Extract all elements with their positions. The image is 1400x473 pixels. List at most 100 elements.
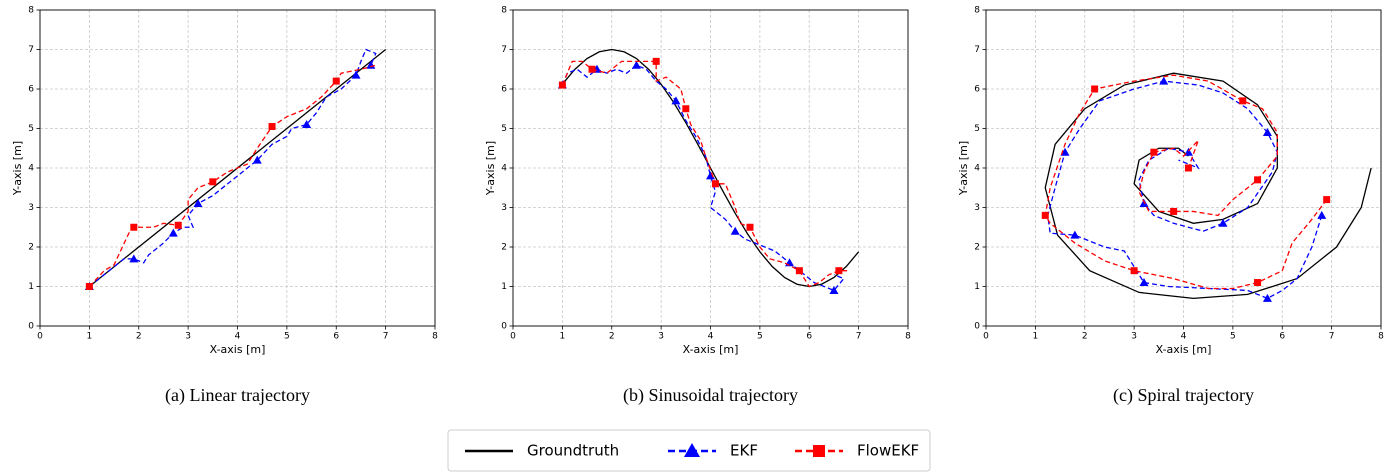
marker [1091, 85, 1099, 93]
y-tick-label: 4 [28, 164, 34, 174]
marker [1262, 293, 1272, 302]
axes-frame [39, 9, 436, 327]
x-tick-label: 6 [333, 332, 339, 342]
marker [130, 223, 138, 231]
marker [1130, 267, 1138, 275]
marker [652, 57, 660, 65]
caption: (c) Spiral trajectory [1113, 385, 1254, 406]
x-tick-label: 1 [1033, 332, 1039, 342]
x-tick-label: 0 [37, 332, 43, 342]
marker [193, 199, 203, 208]
y-tick-label: 8 [501, 6, 507, 16]
x-tick-label: 5 [1230, 332, 1236, 342]
marker [1041, 211, 1049, 219]
x-tick-label: 2 [136, 332, 142, 342]
marker [1218, 218, 1228, 227]
y-tick-label: 7 [974, 45, 980, 55]
y-tick-label: 8 [974, 6, 980, 16]
marker [588, 65, 596, 73]
y-tick-label: 2 [501, 243, 507, 253]
y-tick-label: 2 [974, 243, 980, 253]
x-tick-label: 7 [383, 332, 389, 342]
x-tick-label: 2 [1082, 332, 1088, 342]
y-tick-label: 1 [974, 282, 980, 292]
marker [268, 123, 276, 131]
y-tick-label: 7 [28, 45, 34, 55]
marker [1139, 278, 1149, 287]
marker [558, 81, 566, 89]
y-axis-label: Y-axis [m] [11, 141, 24, 196]
legend-label: FlowEKF [857, 442, 919, 460]
x-axis-label: X-axis [m] [683, 343, 739, 356]
series-line [1044, 74, 1328, 290]
marker [174, 221, 182, 229]
y-tick-label: 7 [501, 45, 507, 55]
x-tick-label: 5 [757, 332, 763, 342]
x-tick-label: 5 [284, 332, 290, 342]
marker [835, 267, 843, 275]
caption: (a) Linear trajectory [165, 385, 310, 406]
axes-frame [985, 9, 1382, 327]
marker [366, 60, 376, 69]
series-line [561, 64, 845, 292]
marker [1139, 199, 1149, 208]
marker [85, 283, 93, 290]
x-tick-label: 8 [905, 332, 911, 342]
y-tick-label: 0 [28, 322, 34, 332]
x-tick-label: 4 [235, 332, 241, 342]
y-tick-label: 8 [28, 6, 34, 16]
x-tick-label: 2 [609, 332, 615, 342]
y-tick-label: 5 [28, 124, 34, 134]
marker [1262, 127, 1272, 136]
y-tick-label: 4 [501, 164, 507, 174]
x-axis-label: X-axis [m] [210, 343, 266, 356]
y-tick-label: 3 [501, 203, 507, 213]
x-tick-label: 7 [1329, 332, 1335, 342]
y-tick-label: 0 [974, 322, 980, 332]
y-tick-label: 3 [28, 203, 34, 213]
marker [1317, 210, 1327, 219]
y-tick-label: 5 [974, 124, 980, 134]
marker [682, 105, 690, 113]
x-tick-label: 4 [708, 332, 714, 342]
y-tick-label: 2 [28, 243, 34, 253]
y-tick-label: 6 [28, 85, 34, 95]
y-tick-label: 1 [501, 282, 507, 292]
marker [1184, 164, 1192, 172]
axes-frame [512, 9, 909, 327]
marker [252, 155, 262, 164]
x-tick-label: 1 [87, 332, 93, 342]
x-tick-label: 6 [806, 332, 812, 342]
marker [795, 267, 803, 275]
marker [631, 60, 641, 69]
legend-marker [813, 445, 825, 457]
x-tick-label: 0 [510, 332, 516, 342]
x-tick-label: 3 [658, 332, 664, 342]
marker [302, 120, 312, 129]
x-tick-label: 4 [1181, 332, 1187, 342]
legend-marker [684, 443, 700, 457]
marker [711, 180, 719, 188]
marker [209, 178, 217, 186]
marker [168, 228, 178, 237]
marker [1323, 196, 1331, 204]
y-tick-label: 6 [974, 85, 980, 95]
marker [1150, 148, 1158, 156]
y-tick-label: 0 [501, 322, 507, 332]
x-tick-label: 0 [983, 332, 989, 342]
x-tick-label: 7 [856, 332, 862, 342]
marker [1170, 207, 1178, 215]
marker [1159, 76, 1169, 85]
x-tick-label: 3 [185, 332, 191, 342]
marker [671, 96, 681, 105]
y-tick-label: 3 [974, 203, 980, 213]
legend-label: EKF [730, 442, 758, 460]
y-tick-label: 6 [501, 85, 507, 95]
marker [1239, 97, 1247, 105]
y-tick-label: 5 [501, 124, 507, 134]
x-tick-label: 6 [1279, 332, 1285, 342]
series-line [88, 48, 377, 288]
x-tick-label: 8 [432, 332, 438, 342]
x-axis-label: X-axis [m] [1156, 343, 1212, 356]
